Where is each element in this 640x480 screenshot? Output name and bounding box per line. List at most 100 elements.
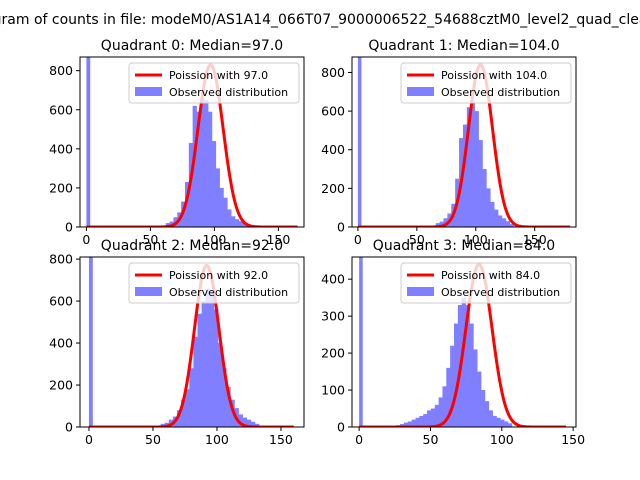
histogram-bar xyxy=(466,107,472,227)
plot-area xyxy=(88,257,295,427)
legend-label-observed: Observed distribution xyxy=(169,86,288,99)
histogram-bar xyxy=(197,313,202,427)
histogram-bar xyxy=(193,336,198,427)
histogram-bar xyxy=(427,410,432,427)
histogram-bar xyxy=(478,140,483,227)
legend-label-poisson: Poission with 92.0 xyxy=(169,269,268,282)
histogram-bar xyxy=(474,111,479,227)
histogram-bar xyxy=(507,423,513,427)
subplot-title: Quadrant 1: Median=104.0 xyxy=(368,38,559,54)
x-tick-label: 100 xyxy=(205,432,229,447)
histogram-bar-zero xyxy=(86,57,91,227)
y-tick-label: 600 xyxy=(49,102,73,117)
histogram-bar xyxy=(250,421,256,427)
histogram-bar xyxy=(177,410,182,427)
legend-label-poisson: Poission with 104.0 xyxy=(441,69,547,82)
y-tick-label: 300 xyxy=(321,309,345,324)
histogram-bar-zero xyxy=(357,57,362,227)
histogram-bar xyxy=(213,309,219,427)
histogram-bar xyxy=(480,390,486,427)
histogram-bar xyxy=(226,387,231,427)
x-tick-label: 150 xyxy=(561,432,585,447)
x-tick-label: 50 xyxy=(142,232,158,247)
y-tick-label: 400 xyxy=(49,141,73,156)
histogram-bar xyxy=(181,399,186,427)
legend-patch-marker xyxy=(407,87,434,96)
histogram-bar xyxy=(454,323,459,427)
legend: Poission with 84.0 Observed distribution xyxy=(400,262,572,304)
subplot-quadrant-2: 0 50 100 150 0 200 400 600 800 Quadrant 2: Median… xyxy=(49,238,305,447)
axes-frame xyxy=(79,256,305,428)
histogram-bar xyxy=(434,404,440,427)
histogram-bar xyxy=(477,371,482,427)
histogram-bar xyxy=(227,209,232,227)
histogram-bar xyxy=(192,105,197,227)
histogram-bar xyxy=(219,187,224,227)
histogram-bar xyxy=(482,169,487,227)
histogram-bar xyxy=(403,422,409,427)
histogram-bar xyxy=(185,389,190,427)
y-tick-label: 100 xyxy=(321,383,345,398)
histogram-bar xyxy=(196,111,201,227)
histogram-bar xyxy=(504,421,509,427)
x-tick-label: 0 xyxy=(85,432,93,447)
legend: Poission with 104.0 Observed distribution xyxy=(400,62,572,104)
y-tick-label: 0 xyxy=(65,220,73,235)
histogram-bar xyxy=(497,215,503,227)
legend-label-poisson: Poission with 84.0 xyxy=(441,269,540,282)
histogram-bar xyxy=(184,182,190,227)
histogram-bar xyxy=(205,288,211,427)
subplot-title: Quadrant 0: Median=97.0 xyxy=(101,38,283,54)
histogram-bar xyxy=(439,221,444,227)
axes-frame xyxy=(351,256,577,428)
histogram-bar xyxy=(494,209,499,227)
histogram-bar xyxy=(238,221,243,227)
x-tick-label: 50 xyxy=(409,232,425,247)
histogram-bar xyxy=(209,290,215,427)
histogram-bar xyxy=(469,323,474,427)
histogram-bar xyxy=(501,218,507,227)
histogram-bar xyxy=(435,223,440,227)
x-tick-label: 0 xyxy=(355,432,363,447)
histogram-bar xyxy=(490,201,495,227)
histogram-bar xyxy=(505,221,511,227)
legend-label-observed: Observed distribution xyxy=(441,86,560,99)
y-tick-label: 400 xyxy=(321,272,345,287)
legend-label-observed: Observed distribution xyxy=(169,286,288,299)
x-tick-label: 150 xyxy=(269,432,293,447)
figure-title: Histogram of counts in file: modeM0/AS1A… xyxy=(0,12,640,28)
histogram-bar xyxy=(254,423,260,427)
histogram-bar xyxy=(443,218,448,227)
histogram-bar xyxy=(189,368,194,427)
x-tick-label: 150 xyxy=(266,232,290,247)
histogram-bar xyxy=(208,111,213,227)
histogram-bar xyxy=(450,345,455,427)
y-tick-label: 200 xyxy=(321,181,345,196)
subplot-quadrant-3: 0 50 100 150 0 100 200 300 400 Quadrant 3: Median… xyxy=(321,238,585,447)
histogram-bar-zero xyxy=(88,257,93,427)
histogram-bar xyxy=(492,415,497,427)
histogram-bar xyxy=(438,397,443,427)
x-tick-label: 50 xyxy=(423,432,439,447)
histogram-bar xyxy=(204,99,209,227)
y-tick-label: 600 xyxy=(321,104,345,119)
histogram-bar xyxy=(415,417,420,427)
histogram-bar xyxy=(407,421,413,427)
y-tick-label: 400 xyxy=(321,142,345,157)
legend: Poission with 97.0 Observed distribution xyxy=(128,62,300,104)
histogram-bar xyxy=(423,414,428,427)
histogram-bar xyxy=(211,141,217,227)
x-tick-label: 100 xyxy=(464,232,488,247)
histogram-bar xyxy=(411,419,416,427)
x-tick-label: 0 xyxy=(82,232,90,247)
y-tick-label: 0 xyxy=(65,420,73,435)
legend-box xyxy=(128,62,300,104)
histogram-bar-zero xyxy=(359,257,363,427)
axes-frame xyxy=(79,56,305,228)
plot-area xyxy=(356,57,572,227)
y-tick-label: 600 xyxy=(49,294,73,309)
histogram-bar xyxy=(234,219,240,227)
subplot-title: Quadrant 3: Median=84.0 xyxy=(373,238,555,254)
histogram-bar xyxy=(473,349,478,427)
